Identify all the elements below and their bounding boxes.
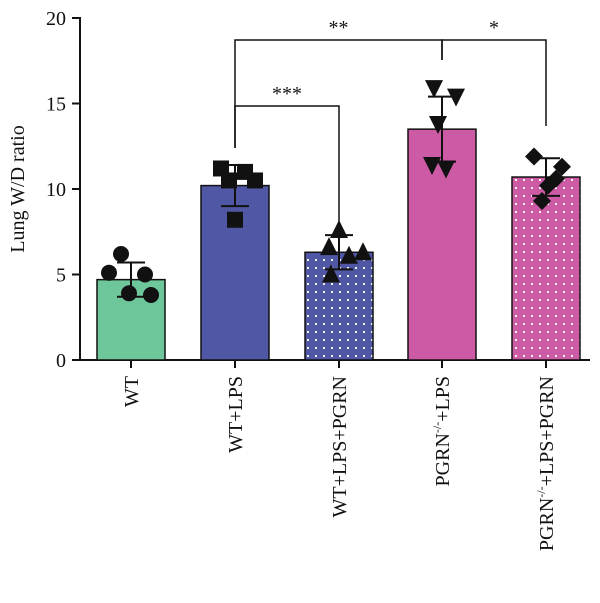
x-tick-label: WT (121, 376, 143, 407)
data-point (425, 80, 443, 99)
data-point (247, 172, 263, 189)
data-point (533, 191, 551, 210)
data-point (221, 172, 237, 189)
data-point (322, 264, 340, 283)
data-point (121, 285, 137, 302)
significance-label: * (489, 17, 499, 39)
y-axis-label: Lung W/D ratio (7, 125, 29, 252)
data-point (423, 157, 441, 176)
bar (511, 176, 581, 361)
data-point (354, 242, 372, 261)
data-point (101, 264, 117, 281)
data-point (143, 287, 159, 304)
significance-bracket (441, 39, 547, 126)
data-point (137, 266, 153, 283)
x-tick-label: WT+LPS (225, 376, 247, 453)
data-point (547, 169, 565, 188)
x-tick-label: PGRN-/-+LPS+PGRN (534, 376, 558, 551)
y-tick-label: 0 (56, 350, 66, 372)
bar (200, 184, 270, 361)
data-point (437, 160, 455, 179)
data-point (447, 88, 465, 107)
data-point (525, 147, 543, 166)
y-tick-label: 5 (56, 265, 66, 287)
y-tick-label: 15 (46, 94, 66, 116)
x-tick-label: PGRN-/-+LPS (430, 376, 454, 486)
significance-label: *** (272, 83, 302, 105)
data-point (320, 237, 338, 256)
data-point (113, 245, 129, 262)
significance-bracket (234, 105, 340, 245)
significance-label: ** (329, 17, 349, 39)
data-point (429, 116, 447, 135)
y-tick-label: 20 (46, 8, 66, 30)
data-point (227, 211, 243, 228)
data-point (340, 245, 358, 264)
x-tick-label: WT+LPS+PGRN (329, 376, 351, 517)
y-tick-label: 10 (46, 179, 66, 201)
